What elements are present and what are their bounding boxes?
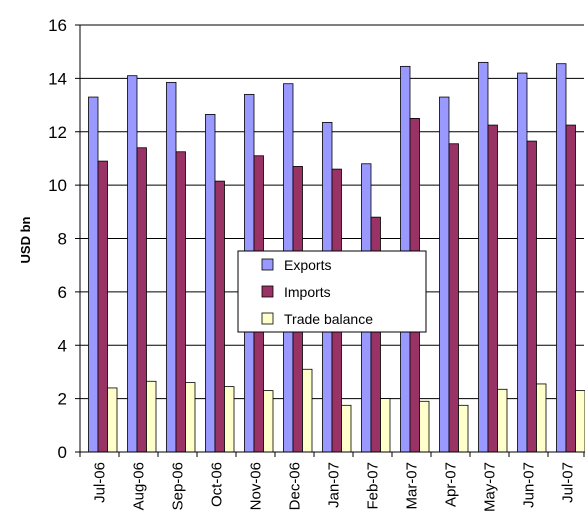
trade-balance-bar [459,405,469,452]
trade-balance-bar [537,384,547,452]
legend-label-exports: Exports [284,257,331,273]
x-tick-label: Jul-06 [92,462,109,503]
y-tick-label: 10 [48,176,67,195]
x-tick-label: Feb-07 [365,462,382,510]
exports-bar [557,64,567,452]
y-axis-label: USD bn [18,216,33,263]
x-tick-label: Aug-06 [131,462,148,510]
y-tick-label: 4 [58,336,67,355]
imports-bar [566,125,576,452]
exports-bar [128,76,138,452]
y-tick-label: 16 [48,16,67,35]
x-tick-labels: Jul-06 Aug-06 Sep-06 Oct-06 Nov-06 Dec-06 Jan-… [92,462,577,512]
imports-bar [98,161,108,452]
x-tick-label: Oct-06 [209,462,226,507]
exports-bar [479,62,489,452]
trade-balance-bar [420,401,430,452]
trade-balance-bar [147,381,157,452]
trade-balance-bar [264,391,274,452]
exports-bar [518,73,528,452]
y-tick-label: 8 [58,230,67,249]
exports-bar [440,97,450,452]
trade-balance-bar [303,369,313,452]
exports-bar [89,97,99,452]
x-tick-label: Jun-07 [521,462,538,508]
legend-swatch-trade-balance [262,313,273,324]
legend-label-imports: Imports [284,284,331,300]
trade-balance-bar [225,387,235,452]
x-tick-label: Jul-07 [560,462,577,503]
imports-bar [449,144,459,452]
y-tick-labels: 0 2 4 6 8 10 12 14 16 [48,16,67,462]
y-tick-label: 6 [58,283,67,302]
exports-bar [206,114,216,452]
trade-balance-bar [381,399,391,452]
imports-bar [488,125,498,452]
trade-balance-bar [498,389,508,452]
x-tick-label: Apr-07 [443,462,460,507]
imports-bar [176,152,186,452]
x-tick-label: Jan-07 [326,462,343,508]
trade-balance-bar [186,383,196,452]
trade-balance-bar [342,405,352,452]
x-tick-label: Dec-06 [287,462,304,510]
legend-swatch-imports [262,286,273,297]
x-tick-label: Nov-06 [248,462,265,510]
imports-bar [215,181,225,452]
legend: Exports Imports Trade balance [238,251,426,332]
y-tick-label: 0 [58,443,67,462]
x-tick-label: Sep-06 [170,462,187,510]
imports-bar [137,148,147,452]
legend-swatch-exports [262,259,273,270]
x-tick-label: May-07 [482,462,499,512]
imports-bar [527,141,537,452]
y-tick-label: 2 [58,390,67,409]
exports-bar [167,82,177,452]
x-tick-label: Mar-07 [404,462,421,510]
legend-label-trade-balance: Trade balance [284,311,373,327]
trade-balance-bar [108,388,118,452]
trade-balance-bar [576,391,585,452]
y-tick-label: 12 [48,123,67,142]
y-tick-label: 14 [48,69,67,88]
